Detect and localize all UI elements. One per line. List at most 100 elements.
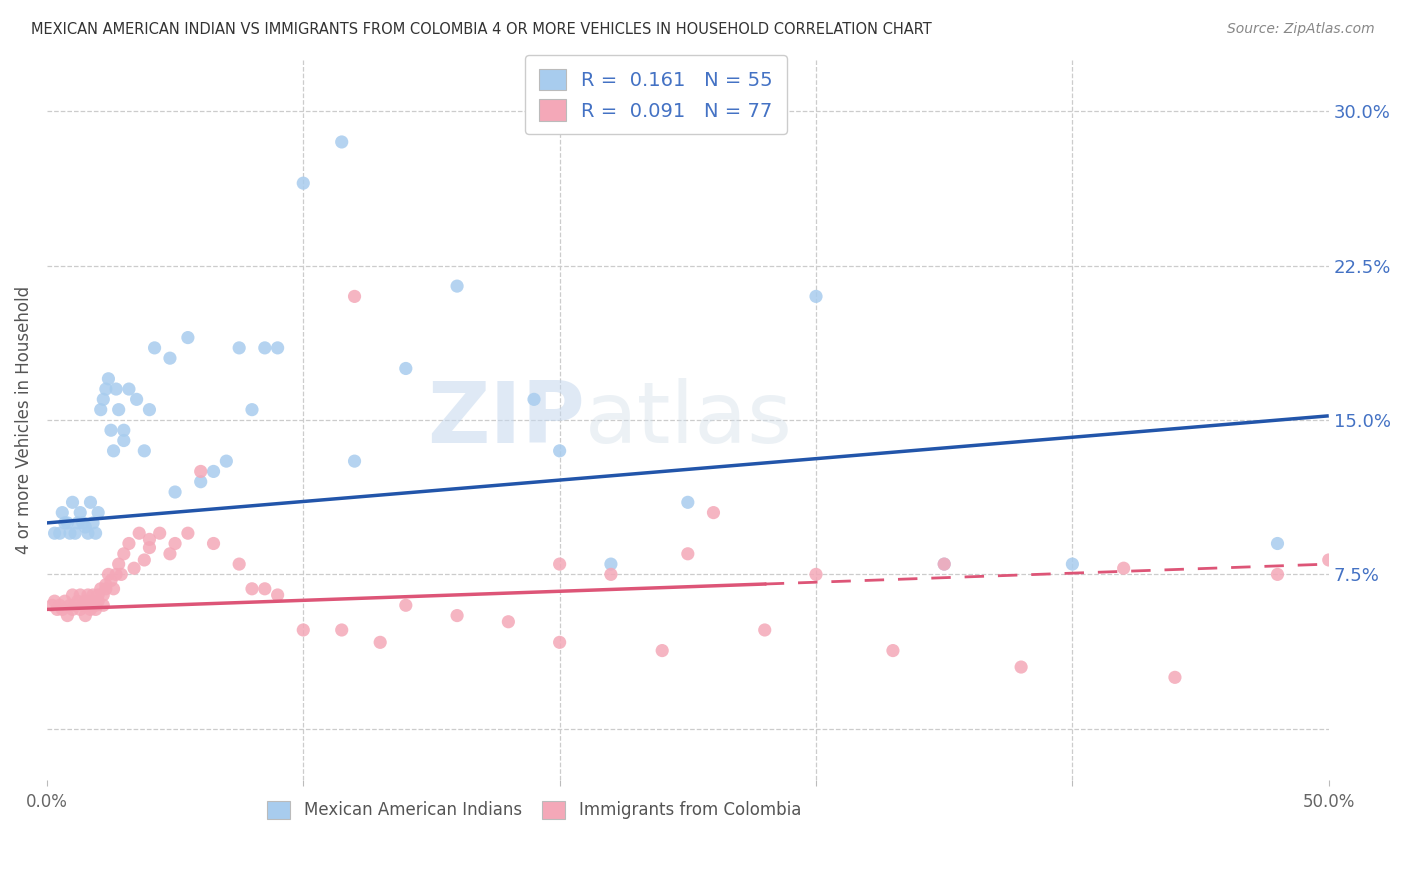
Point: [94, 577, 117, 591]
Point: [77, 526, 100, 541]
Point: [228, 557, 250, 571]
Point: [110, 567, 132, 582]
Point: [754, 623, 776, 637]
Point: [69, 506, 91, 520]
Legend: Mexican American Indians, Immigrants from Colombia: Mexican American Indians, Immigrants fro…: [260, 794, 807, 826]
Point: [53, 516, 76, 530]
Point: [84, 599, 107, 613]
Point: [82, 599, 104, 613]
Point: [1267, 567, 1289, 582]
Point: [702, 506, 724, 520]
Point: [395, 599, 418, 613]
Point: [66, 594, 89, 608]
Point: [72, 516, 94, 530]
Point: [343, 454, 366, 468]
Point: [138, 541, 160, 555]
Point: [100, 423, 122, 437]
Point: [1164, 670, 1187, 684]
Point: [87, 506, 110, 520]
Point: [128, 526, 150, 541]
Point: [228, 341, 250, 355]
Point: [90, 582, 112, 596]
Point: [266, 341, 288, 355]
Point: [1062, 557, 1084, 571]
Point: [63, 599, 86, 613]
Point: [190, 465, 212, 479]
Point: [446, 279, 468, 293]
Point: [343, 289, 366, 303]
Point: [79, 594, 101, 608]
Point: [240, 582, 263, 596]
Point: [548, 443, 571, 458]
Point: [548, 557, 571, 571]
Point: [330, 135, 353, 149]
Point: [149, 526, 172, 541]
Point: [446, 608, 468, 623]
Point: [105, 382, 128, 396]
Point: [934, 557, 956, 571]
Point: [1010, 660, 1032, 674]
Point: [59, 526, 82, 541]
Point: [523, 392, 546, 407]
Point: [77, 599, 100, 613]
Point: [44, 526, 66, 541]
Point: [48, 599, 70, 613]
Point: [112, 423, 135, 437]
Point: [107, 557, 129, 571]
Point: [105, 567, 128, 582]
Point: [94, 382, 117, 396]
Point: [651, 643, 673, 657]
Point: [143, 341, 166, 355]
Point: [75, 608, 97, 623]
Point: [134, 443, 156, 458]
Point: [79, 602, 101, 616]
Point: [103, 582, 125, 596]
Point: [91, 588, 114, 602]
Point: [676, 547, 699, 561]
Point: [118, 536, 141, 550]
Point: [46, 602, 69, 616]
Point: [266, 588, 288, 602]
Point: [82, 588, 104, 602]
Point: [395, 361, 418, 376]
Point: [112, 434, 135, 448]
Point: [69, 588, 91, 602]
Point: [91, 392, 114, 407]
Point: [53, 594, 76, 608]
Point: [56, 516, 79, 530]
Point: [1317, 553, 1340, 567]
Point: [90, 402, 112, 417]
Point: [63, 526, 86, 541]
Point: [87, 588, 110, 602]
Point: [48, 526, 70, 541]
Point: [75, 594, 97, 608]
Point: [91, 599, 114, 613]
Point: [159, 547, 181, 561]
Point: [62, 495, 84, 509]
Point: [107, 402, 129, 417]
Point: [77, 588, 100, 602]
Point: [79, 495, 101, 509]
Point: [138, 533, 160, 547]
Point: [253, 341, 276, 355]
Point: [56, 608, 79, 623]
Text: ZIP: ZIP: [427, 378, 585, 461]
Point: [97, 567, 120, 582]
Point: [59, 599, 82, 613]
Point: [41, 599, 63, 613]
Point: [94, 582, 117, 596]
Point: [177, 526, 200, 541]
Point: [498, 615, 520, 629]
Y-axis label: 4 or more Vehicles in Household: 4 or more Vehicles in Household: [15, 286, 32, 554]
Point: [82, 516, 104, 530]
Point: [44, 594, 66, 608]
Point: [62, 602, 84, 616]
Point: [253, 582, 276, 596]
Point: [600, 557, 623, 571]
Point: [165, 536, 187, 550]
Text: atlas: atlas: [585, 378, 793, 461]
Point: [804, 289, 827, 303]
Point: [548, 635, 571, 649]
Point: [84, 526, 107, 541]
Point: [103, 443, 125, 458]
